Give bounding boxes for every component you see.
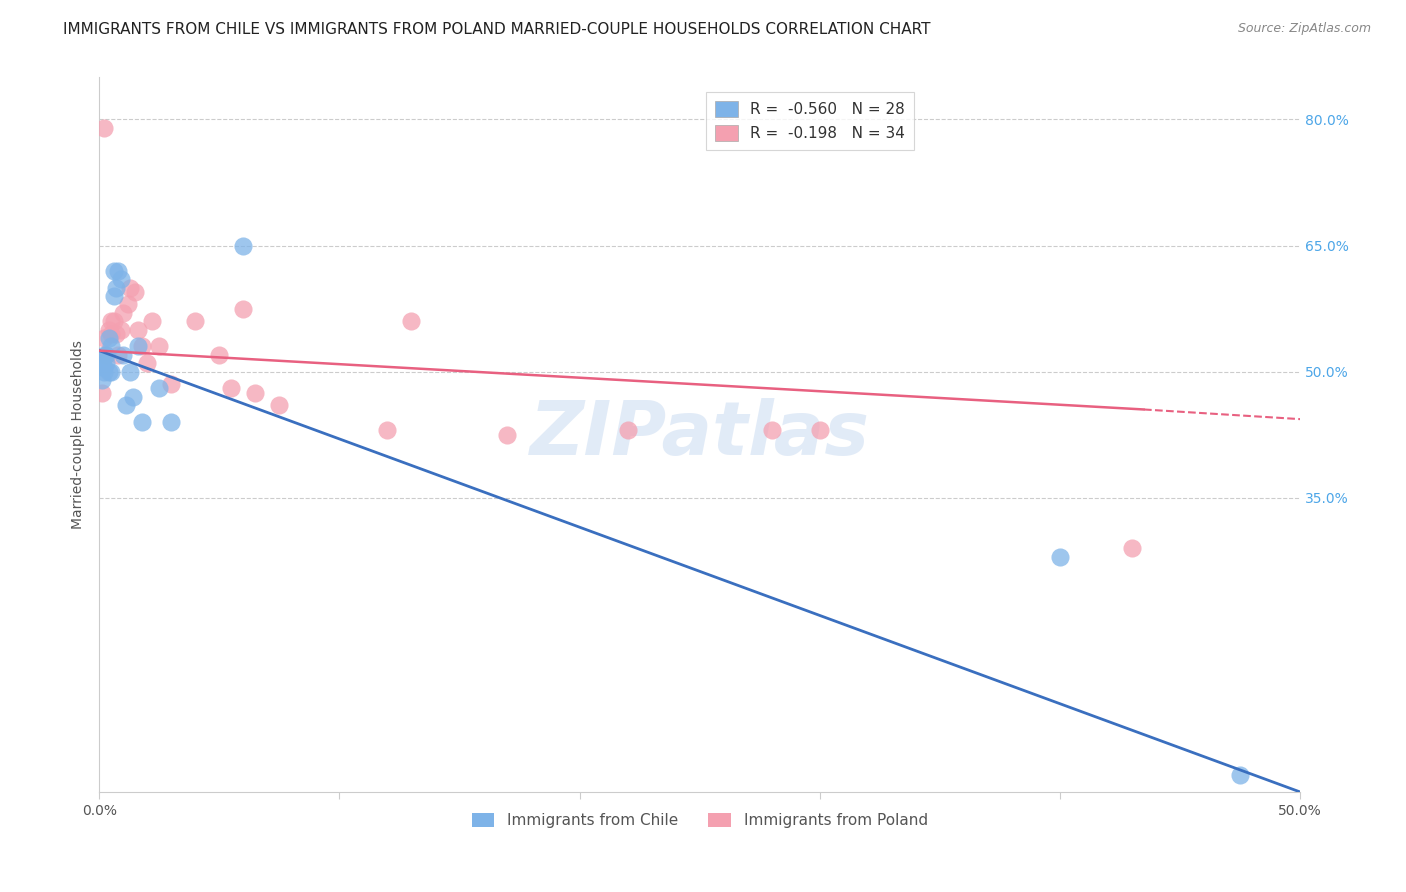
Point bbox=[112, 348, 135, 362]
Point bbox=[496, 427, 519, 442]
Point bbox=[96, 348, 118, 362]
Point bbox=[136, 356, 159, 370]
Point bbox=[93, 360, 115, 375]
Point bbox=[104, 326, 127, 341]
Point bbox=[97, 323, 120, 337]
Text: IMMIGRANTS FROM CHILE VS IMMIGRANTS FROM POLAND MARRIED-COUPLE HOUSEHOLDS CORREL: IMMIGRANTS FROM CHILE VS IMMIGRANTS FROM… bbox=[63, 22, 931, 37]
Point bbox=[114, 398, 136, 412]
Point bbox=[184, 314, 207, 328]
Text: Source: ZipAtlas.com: Source: ZipAtlas.com bbox=[1237, 22, 1371, 36]
Point bbox=[93, 120, 115, 135]
Point bbox=[401, 314, 423, 328]
Point bbox=[616, 424, 638, 438]
Point bbox=[93, 331, 115, 345]
Point bbox=[127, 339, 149, 353]
Point bbox=[121, 390, 143, 404]
Point bbox=[131, 339, 153, 353]
Point bbox=[117, 297, 139, 311]
Point bbox=[219, 382, 242, 396]
Point bbox=[103, 289, 125, 303]
Point bbox=[103, 314, 125, 328]
Point bbox=[1049, 549, 1071, 564]
Point bbox=[110, 323, 132, 337]
Point bbox=[110, 272, 132, 286]
Point bbox=[107, 264, 129, 278]
Point bbox=[100, 365, 122, 379]
Point bbox=[131, 415, 153, 429]
Point bbox=[90, 385, 112, 400]
Point bbox=[90, 356, 112, 370]
Y-axis label: Married-couple Households: Married-couple Households bbox=[72, 340, 86, 529]
Point bbox=[269, 398, 291, 412]
Point bbox=[160, 415, 183, 429]
Point bbox=[141, 314, 163, 328]
Point bbox=[808, 424, 831, 438]
Point bbox=[761, 424, 783, 438]
Point bbox=[100, 326, 122, 341]
Point bbox=[208, 348, 231, 362]
Point bbox=[124, 285, 146, 299]
Point bbox=[127, 323, 149, 337]
Point bbox=[1229, 768, 1251, 782]
Point bbox=[120, 365, 142, 379]
Point bbox=[93, 348, 115, 362]
Point bbox=[148, 339, 170, 353]
Text: ZIPatlas: ZIPatlas bbox=[530, 398, 869, 471]
Point bbox=[97, 365, 120, 379]
Point bbox=[1121, 541, 1143, 556]
Point bbox=[107, 348, 129, 362]
Point bbox=[112, 306, 135, 320]
Point bbox=[96, 348, 118, 362]
Point bbox=[160, 377, 183, 392]
Point bbox=[90, 373, 112, 387]
Point bbox=[93, 365, 115, 379]
Legend: Immigrants from Chile, Immigrants from Poland: Immigrants from Chile, Immigrants from P… bbox=[465, 807, 934, 834]
Point bbox=[96, 356, 118, 370]
Point bbox=[232, 301, 254, 316]
Point bbox=[90, 360, 112, 375]
Point bbox=[100, 339, 122, 353]
Point bbox=[97, 331, 120, 345]
Point bbox=[377, 424, 399, 438]
Point bbox=[100, 314, 122, 328]
Point bbox=[104, 280, 127, 294]
Point bbox=[245, 385, 267, 400]
Point bbox=[232, 238, 254, 252]
Point bbox=[103, 264, 125, 278]
Point bbox=[148, 382, 170, 396]
Point bbox=[120, 280, 142, 294]
